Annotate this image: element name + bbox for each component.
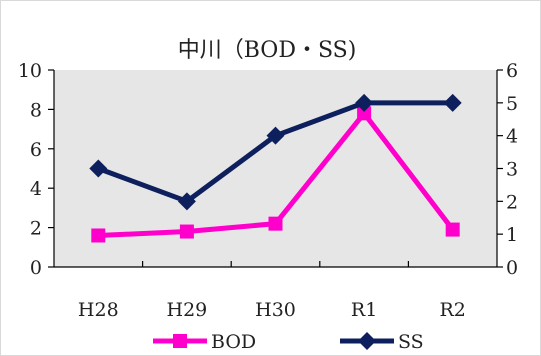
ss-point	[355, 93, 374, 112]
x-tick-label: H30	[255, 299, 296, 321]
left-tick-label: 2	[30, 218, 42, 240]
right-tick-label: 2	[506, 191, 518, 213]
x-tick-label: H28	[78, 299, 119, 321]
right-tick-label: 4	[506, 126, 518, 148]
legend-bod-marker	[173, 334, 187, 348]
bod-point	[179, 224, 194, 239]
left-tick-label: 4	[30, 178, 42, 200]
right-tick-label: 3	[506, 159, 518, 181]
right-tick-label: 5	[506, 93, 518, 115]
x-tick-label: R2	[439, 299, 465, 321]
right-tick-label: 1	[506, 224, 518, 246]
chart-title: 中川（BOD・SS)	[178, 38, 357, 63]
ss-point	[177, 192, 196, 211]
left-tick-label: 6	[30, 139, 42, 161]
bod-point	[357, 106, 372, 121]
right-tick-label: 6	[506, 60, 518, 82]
x-tick-label: H29	[167, 299, 208, 321]
ss-point	[443, 93, 462, 112]
bod-point	[445, 222, 460, 237]
x-tick-label: R1	[351, 299, 377, 321]
bod-point	[268, 216, 283, 231]
legend-bod-label: BOD	[211, 331, 256, 353]
ss-point	[266, 126, 285, 145]
left-tick-label: 10	[18, 60, 42, 82]
bod-point	[91, 228, 106, 243]
legend-ss-label: SS	[398, 331, 424, 353]
legend-ss-marker	[358, 332, 376, 350]
left-tick-label: 8	[30, 99, 42, 121]
plot-area: 0 2 4 6 8 10 0 1 2 3 4 5 6 H28 H29 H30 R1 R2	[18, 60, 518, 321]
left-tick-label: 0	[30, 257, 42, 279]
ss-point	[89, 159, 108, 178]
plot-background	[54, 70, 497, 267]
legend: BOD SS	[153, 331, 424, 353]
right-tick-label: 0	[506, 257, 518, 279]
